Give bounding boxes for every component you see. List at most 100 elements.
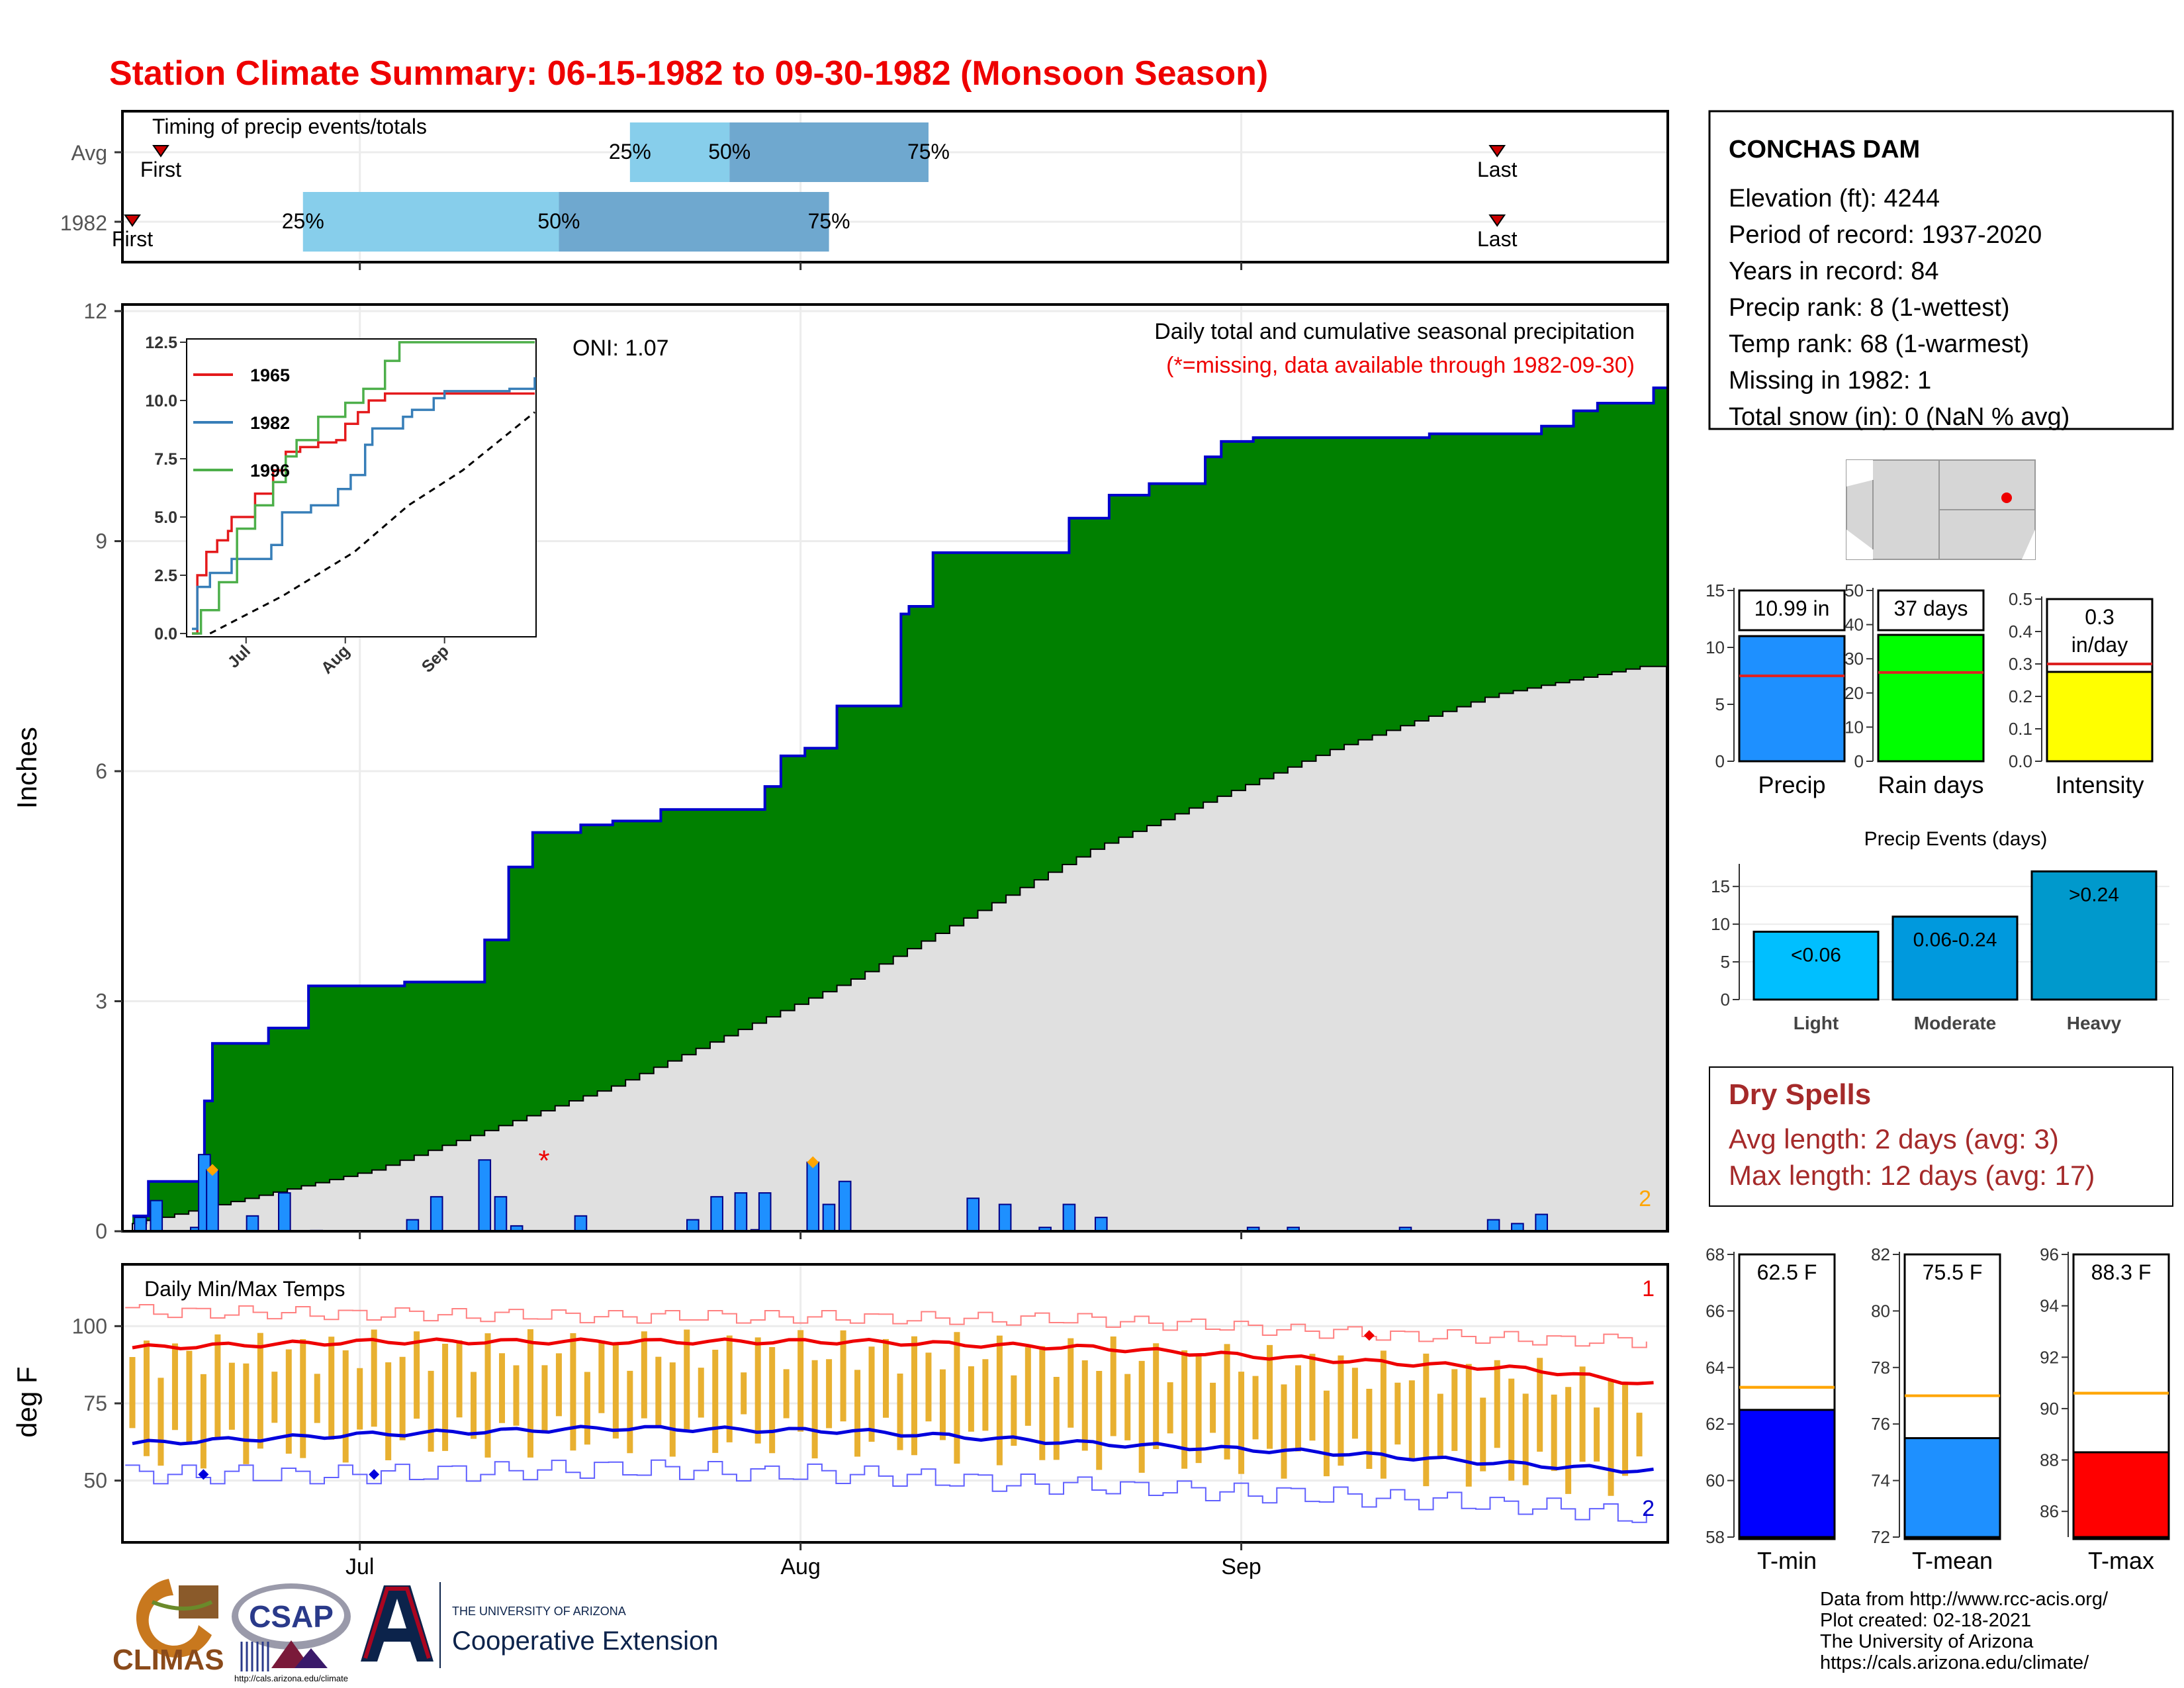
event-category-light: Light bbox=[1794, 1013, 1839, 1033]
precip-summary-rain-days-bar bbox=[1877, 633, 1985, 763]
event-bar-light bbox=[1752, 931, 1880, 1001]
average-tmin-line bbox=[132, 1425, 1654, 1474]
temp-summary-t-mean-y-tick-label: 74 bbox=[1871, 1471, 1890, 1491]
temp-summary-t-mean-y-tick-label: 82 bbox=[1871, 1244, 1890, 1264]
precip-corner-count: 2 bbox=[1639, 1186, 1651, 1211]
timing-row-label-1982: 1982 bbox=[60, 211, 107, 235]
record-low-marker bbox=[369, 1469, 380, 1480]
temp-summary-t-mean-value-bar bbox=[1903, 1437, 2001, 1538]
daily-precip-bar bbox=[734, 1192, 748, 1233]
daily-precip-bar bbox=[278, 1192, 291, 1233]
footer-data-source: Data from http://www.rcc-acis.org/ bbox=[1820, 1589, 2109, 1610]
daily-precip-bar bbox=[998, 1203, 1012, 1233]
event-bar-label-light: <0.06 bbox=[1791, 945, 1841, 966]
daily-precip-bar bbox=[1094, 1217, 1108, 1233]
daily-precip-bar bbox=[710, 1196, 723, 1232]
climas-logo-text: CLIMAS bbox=[113, 1644, 224, 1676]
precip-summary-precip-y-tick-label: 5 bbox=[1715, 694, 1725, 714]
precip-summary-intensity-value-label-unit: in/day bbox=[2071, 633, 2128, 657]
precip-summary-intensity-y-tick-label: 0.1 bbox=[2009, 719, 2032, 739]
daily-precip-bar bbox=[822, 1203, 836, 1233]
temp-summary-t-max-value-bar bbox=[2072, 1451, 2170, 1538]
temp-summary-t-mean-y-tick-label: 72 bbox=[1871, 1527, 1890, 1547]
daily-precip-bar bbox=[806, 1161, 820, 1232]
csap-logo-text: CSAP bbox=[249, 1599, 334, 1634]
precip-summary-intensity-y-tick-label: 0.4 bbox=[2009, 622, 2032, 641]
precip-summary-precip-category-label: Precip bbox=[1758, 771, 1825, 798]
events-y-tick-label: 15 bbox=[1711, 876, 1730, 896]
temp-y-tick-label: 50 bbox=[83, 1469, 107, 1493]
precip-summary-intensity-value-label: 0.3 bbox=[2085, 605, 2114, 629]
temp-summary-t-max-y-tick-label: 96 bbox=[2040, 1244, 2059, 1264]
precip-y-tick-label: 0 bbox=[95, 1219, 107, 1243]
climas-logo: CLIMAS bbox=[113, 1579, 224, 1676]
daily-precip-bar bbox=[406, 1219, 420, 1232]
precip-summary-intensity-label-box bbox=[2046, 598, 2154, 673]
precip-summary-bars: 0 5 10 15 10.99 in Precip 0 10 20 30 40 50 37 days Ra… bbox=[1706, 581, 2154, 798]
temp-summary-t-min-y-tick-label: 66 bbox=[1706, 1301, 1725, 1321]
temp-summary-t-min-y-tick-label: 60 bbox=[1706, 1471, 1725, 1491]
precip-summary-precip-y-tick-label: 0 bbox=[1715, 751, 1725, 771]
precip-summary-precip-value-label: 10.99 in bbox=[1754, 596, 1830, 620]
daily-precip-bar bbox=[1062, 1203, 1076, 1233]
event-bar-moderate bbox=[1891, 915, 2019, 1001]
temp-summary-t-max-y-tick-label: 94 bbox=[2040, 1296, 2059, 1316]
daily-precip-bar bbox=[134, 1217, 147, 1233]
station-temp-rank: Temp rank: 68 (1-warmest) bbox=[1729, 330, 2029, 358]
temp-y-tick-label: 75 bbox=[83, 1391, 107, 1415]
daily-precip-bar bbox=[150, 1199, 163, 1232]
last-event-marker bbox=[1488, 145, 1506, 158]
temp-summary-t-mean-y-tick-label: 78 bbox=[1871, 1358, 1890, 1378]
first-event-label: First bbox=[140, 158, 181, 181]
locator-map bbox=[1846, 459, 2036, 560]
footer: CLIMAS CSAP http://cals.arizona.edu/clim… bbox=[113, 1579, 2109, 1683]
daily-precip-bar bbox=[206, 1169, 219, 1233]
x-tick-label-jul: Jul bbox=[345, 1554, 374, 1579]
csap-logo-url: http://cals.arizona.edu/climate bbox=[234, 1673, 348, 1683]
precip-note: Daily total and cumulative seasonal prec… bbox=[1154, 319, 1635, 344]
precip-ylabel: Inches bbox=[11, 727, 42, 809]
record-precip-marker bbox=[206, 1164, 218, 1176]
missing-marker: * bbox=[538, 1145, 549, 1177]
inset-legend-1965: 1965 bbox=[250, 365, 290, 385]
precip-summary-rain-days-y-tick-label: 50 bbox=[1844, 581, 1864, 600]
temp-summary-t-min-y-tick-label: 58 bbox=[1706, 1527, 1725, 1547]
record-high-marker bbox=[1363, 1330, 1375, 1341]
precip-panel: 0 3 6 9 12 Inches ONI: 1.07 Daily total and … bbox=[11, 299, 1669, 1243]
inset-series-1996 bbox=[192, 341, 535, 635]
first-event-marker bbox=[124, 214, 141, 227]
timing-q75-label: 75% bbox=[808, 209, 850, 233]
daily-precip-bar bbox=[966, 1197, 980, 1232]
precip-events-chart: Precip Events (days) 0 5 10 15 <0.06 Light 0.0… bbox=[1711, 828, 2169, 1033]
daily-precip-bar bbox=[1486, 1219, 1500, 1232]
timing-q50-label: 50% bbox=[537, 209, 580, 233]
station-precip-rank: Precip rank: 8 (1-wettest) bbox=[1729, 294, 2009, 322]
inset-y-tick-label: 2.5 bbox=[154, 567, 177, 585]
precip-summary-rain-days-y-tick-label: 40 bbox=[1844, 615, 1864, 635]
record-low-marker bbox=[198, 1469, 209, 1480]
temp-summary-t-max-y-tick-label: 88 bbox=[2040, 1450, 2059, 1470]
precip-summary-rain-days-y-tick-label: 20 bbox=[1844, 683, 1864, 703]
timing-bar-q25-q50 bbox=[302, 192, 559, 252]
precip-summary-intensity-y-tick-label: 0.2 bbox=[2009, 686, 2032, 706]
temp-summary-t-min-category-label: T-min bbox=[1757, 1547, 1817, 1574]
temp-summary-t-mean-y-tick-label: 76 bbox=[1871, 1414, 1890, 1434]
oni-label: ONI: 1.07 bbox=[572, 336, 669, 361]
inset-y-tick-label: 12.5 bbox=[145, 334, 177, 352]
last-event-label: Last bbox=[1477, 227, 1518, 251]
timing-q25-label: 25% bbox=[609, 140, 651, 164]
record-precip-marker bbox=[807, 1156, 819, 1168]
precip-summary-rain-days-y-tick-label: 10 bbox=[1844, 717, 1864, 737]
inset-legend: 1965 1982 1996 bbox=[193, 365, 290, 481]
events-y-tick-label: 5 bbox=[1721, 952, 1730, 972]
ua-logo-top: THE UNIVERSITY OF ARIZONA bbox=[452, 1605, 626, 1618]
temp-summary-t-min-y-tick-label: 64 bbox=[1706, 1358, 1725, 1378]
timing-bar-q25-q50 bbox=[629, 122, 730, 182]
precip-summary-intensity-bar bbox=[2046, 663, 2154, 763]
timing-q75-label: 75% bbox=[907, 140, 950, 164]
temp-summary-t-mean-category-label: T-mean bbox=[1912, 1547, 1993, 1574]
station-period: Period of record: 1937-2020 bbox=[1729, 221, 2042, 249]
temp-summary-bars: 58 60 62 64 66 68 62.5 F T-min 72 74 76 78 80 82 75.5 … bbox=[1706, 1244, 2170, 1574]
event-category-heavy: Heavy bbox=[2067, 1013, 2122, 1033]
event-category-moderate: Moderate bbox=[1914, 1013, 1996, 1033]
